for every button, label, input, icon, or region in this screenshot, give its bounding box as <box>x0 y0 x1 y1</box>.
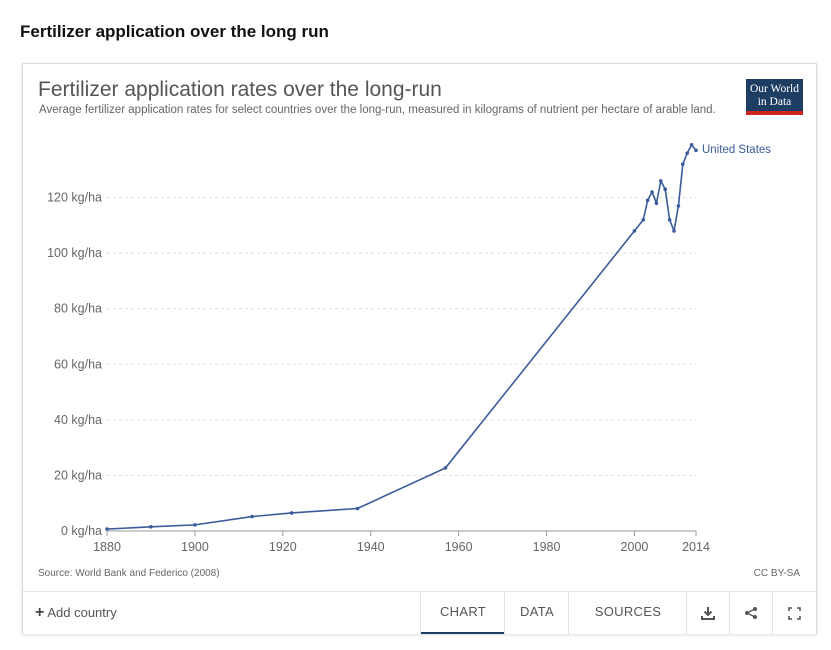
data-point <box>694 148 698 153</box>
add-country-button[interactable]: + Add country <box>35 604 117 622</box>
chart-title: Fertilizer application rates over the lo… <box>38 78 442 101</box>
add-country-label: Add country <box>47 605 117 620</box>
fullscreen-button[interactable] <box>772 592 815 634</box>
download-icon <box>701 607 715 620</box>
y-tick-label: 100 kg/ha <box>47 246 102 260</box>
fullscreen-icon <box>787 606 801 620</box>
y-tick-label: 20 kg/ha <box>54 468 102 482</box>
x-tick-label: 2014 <box>682 540 710 554</box>
data-point <box>654 201 659 205</box>
tab-data[interactable]: DATA <box>504 592 569 634</box>
data-point <box>193 523 197 527</box>
y-tick-label: 60 kg/ha <box>54 357 102 371</box>
data-point <box>659 179 663 183</box>
page-title: Fertilizer application over the long run <box>20 22 329 41</box>
chart-footer: + Add country CHART DATA SOURCES <box>23 591 816 634</box>
y-tick-label: 0 kg/ha <box>61 524 102 538</box>
data-point <box>650 190 654 194</box>
data-point <box>685 151 690 155</box>
data-point <box>667 218 672 222</box>
x-tick-label: 1940 <box>357 540 385 554</box>
share-icon <box>745 607 757 619</box>
data-point <box>105 527 109 531</box>
chart-card: Fertilizer application rates over the lo… <box>22 63 817 634</box>
x-tick-label: 1960 <box>445 540 473 554</box>
data-point <box>645 198 650 203</box>
data-point <box>676 204 681 208</box>
data-point <box>681 162 685 167</box>
logo-line-1: Our World <box>749 83 799 95</box>
y-tick-label: 40 kg/ha <box>54 413 102 427</box>
source-note[interactable]: Source: World Bank and Federico (2008) <box>38 568 220 579</box>
data-point <box>443 466 448 470</box>
x-tick-label: 1880 <box>93 540 121 554</box>
data-point <box>689 142 694 147</box>
data-point <box>663 187 668 192</box>
data-point <box>672 229 676 233</box>
data-point <box>632 229 637 233</box>
line-chart: 0 kg/ha 20 kg/ha 40 kg/ha 60 kg/ha 80 kg/ha 1… <box>47 142 771 554</box>
download-button[interactable] <box>686 592 729 634</box>
data-point <box>355 506 360 511</box>
x-tick-label: 1980 <box>533 540 561 554</box>
series-line <box>106 143 697 530</box>
x-tick-label: 1900 <box>181 540 209 554</box>
y-tick-label: 120 kg/ha <box>47 191 102 205</box>
chart-subtitle: Average fertilizer application rates for… <box>39 104 716 116</box>
data-point <box>641 218 646 222</box>
x-tick-label: 2000 <box>621 540 649 554</box>
x-tick-label: 1920 <box>269 540 297 554</box>
share-button[interactable] <box>729 592 772 634</box>
data-point <box>149 525 153 529</box>
tab-sources[interactable]: SOURCES <box>568 592 687 634</box>
plus-icon: + <box>35 604 45 621</box>
license-note[interactable]: CC BY-SA <box>753 568 800 579</box>
logo-line-2: in Data <box>757 96 792 108</box>
owid-logo[interactable]: Our World in Data <box>746 79 803 115</box>
series-label: United States <box>702 144 771 156</box>
tab-chart[interactable]: CHART <box>420 592 505 634</box>
y-tick-label: 80 kg/ha <box>54 302 102 316</box>
data-point <box>289 511 294 515</box>
data-point <box>250 514 254 519</box>
